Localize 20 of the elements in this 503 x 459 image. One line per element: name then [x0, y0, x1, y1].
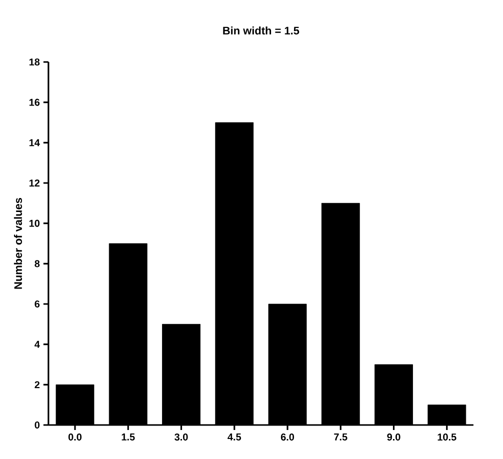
x-tick-label: 10.5 [438, 434, 456, 441]
x-tick-label: 7.5 [334, 434, 348, 440]
x-tick-label: 9.0 [387, 434, 400, 441]
y-tick-label: 2 [34, 381, 40, 388]
y-tick-label: 16 [29, 98, 40, 106]
x-tick-label: 4.5 [228, 434, 242, 440]
y-tick-label: 4 [34, 340, 40, 348]
x-tick-label: 1.5 [122, 434, 135, 440]
chart-title: Bin width = 1.5 [223, 26, 300, 34]
y-tick-label: 8 [34, 260, 40, 268]
x-tick-label: 3.0 [174, 434, 188, 441]
y-tick-label: 6 [34, 300, 40, 308]
y-tick-label: 18 [29, 58, 40, 66]
y-tick-label: 0 [34, 421, 40, 429]
y-tick-label: 12 [29, 180, 40, 186]
x-tick-label: 6.0 [280, 434, 294, 441]
y-axis-title: Number of values [14, 198, 22, 289]
y-tick-label: 10 [29, 220, 40, 227]
y-tick-label: 14 [29, 139, 40, 146]
x-tick-label: 0.0 [68, 434, 82, 441]
